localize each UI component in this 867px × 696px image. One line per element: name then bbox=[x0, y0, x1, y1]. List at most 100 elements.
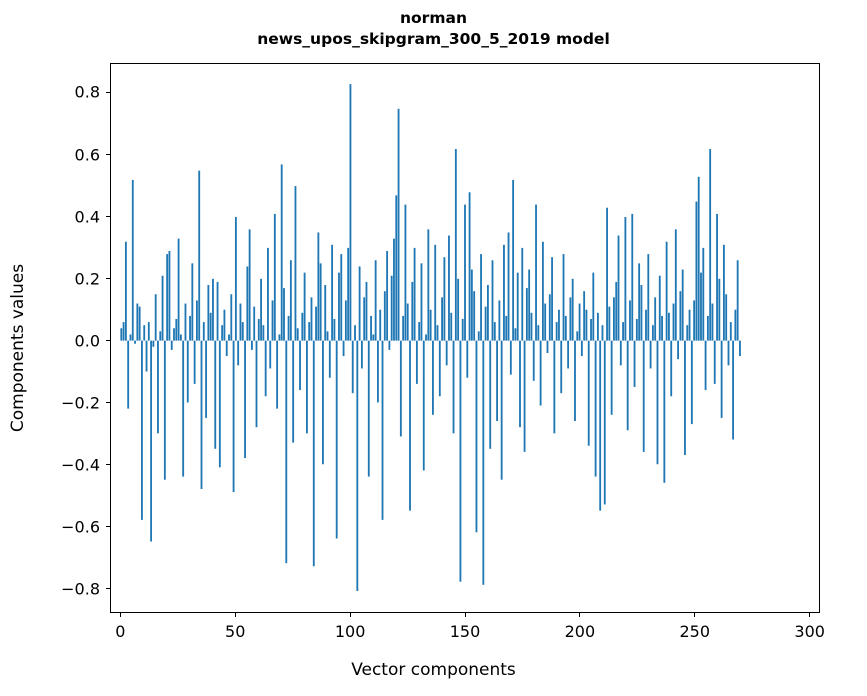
bar bbox=[503, 244, 505, 341]
bar bbox=[168, 250, 171, 341]
bar bbox=[716, 213, 718, 341]
bar bbox=[555, 322, 558, 341]
bar bbox=[138, 306, 141, 341]
bar bbox=[551, 257, 553, 341]
bar bbox=[599, 340, 602, 511]
bar bbox=[473, 291, 476, 341]
bar bbox=[608, 306, 611, 341]
bar bbox=[434, 244, 437, 341]
bar bbox=[617, 235, 620, 341]
bar bbox=[537, 325, 540, 341]
bar bbox=[152, 340, 155, 347]
bar-series-svg bbox=[120, 84, 741, 591]
bar bbox=[333, 318, 336, 341]
bar bbox=[539, 340, 542, 406]
bar bbox=[564, 315, 567, 341]
bar bbox=[546, 340, 549, 353]
bar bbox=[202, 322, 205, 341]
bar bbox=[163, 340, 166, 480]
bar bbox=[354, 325, 356, 341]
y-tick-label: 0.4 bbox=[74, 207, 100, 227]
bar bbox=[308, 322, 311, 341]
bar bbox=[415, 340, 418, 384]
bar bbox=[338, 272, 340, 341]
bar bbox=[367, 340, 370, 477]
bar bbox=[711, 303, 714, 341]
bar bbox=[587, 340, 590, 446]
bar bbox=[200, 340, 203, 489]
bar bbox=[507, 232, 510, 341]
bar bbox=[134, 340, 136, 344]
bar bbox=[287, 315, 290, 341]
bar bbox=[278, 334, 281, 341]
bar bbox=[727, 340, 730, 366]
bar bbox=[317, 232, 320, 341]
bar bbox=[322, 340, 324, 465]
bar bbox=[672, 303, 675, 341]
bar bbox=[386, 250, 389, 341]
bar bbox=[530, 312, 533, 341]
bar bbox=[241, 322, 244, 341]
bar bbox=[500, 340, 503, 480]
bar bbox=[239, 303, 242, 341]
bar bbox=[269, 340, 272, 369]
bar bbox=[610, 340, 613, 415]
bar bbox=[601, 325, 604, 341]
bar bbox=[519, 340, 521, 428]
bar bbox=[312, 340, 315, 567]
y-tick-label: 0.2 bbox=[74, 269, 100, 289]
bar bbox=[161, 275, 164, 341]
bar bbox=[262, 325, 265, 341]
bar bbox=[514, 328, 517, 341]
bar bbox=[170, 340, 173, 350]
bar bbox=[324, 284, 327, 341]
y-axis-label: Components values bbox=[8, 263, 28, 433]
bar bbox=[722, 244, 725, 341]
bar bbox=[647, 254, 650, 341]
bar bbox=[448, 235, 450, 341]
bar bbox=[567, 340, 570, 369]
bar bbox=[344, 300, 347, 341]
bar bbox=[264, 340, 267, 397]
bar bbox=[631, 213, 634, 341]
bar bbox=[521, 247, 524, 341]
bar bbox=[729, 322, 732, 341]
bar bbox=[464, 204, 466, 341]
bar bbox=[356, 340, 359, 591]
bar bbox=[124, 241, 127, 341]
bar bbox=[720, 340, 723, 418]
bar bbox=[319, 263, 322, 341]
bar bbox=[486, 284, 489, 341]
bar bbox=[596, 312, 599, 341]
bar bbox=[244, 340, 246, 459]
bar bbox=[441, 297, 444, 341]
y-tick-label: 0.0 bbox=[74, 331, 100, 351]
x-tick-mark bbox=[809, 613, 811, 617]
plot-axes bbox=[110, 63, 820, 613]
bar bbox=[706, 315, 709, 341]
bar bbox=[658, 275, 661, 341]
bar bbox=[480, 254, 482, 341]
bar bbox=[150, 340, 153, 542]
bar bbox=[452, 340, 455, 434]
bar bbox=[175, 318, 178, 341]
bar bbox=[663, 340, 666, 483]
bar bbox=[189, 315, 191, 341]
x-tick-label: 150 bbox=[449, 622, 481, 641]
bar bbox=[267, 247, 269, 341]
chart-title-line-2: news_upos_skipgram_300_5_2019 model bbox=[257, 30, 610, 48]
bar bbox=[638, 263, 641, 341]
bar bbox=[491, 260, 494, 341]
bar bbox=[349, 84, 352, 341]
bar bbox=[228, 334, 230, 341]
bar bbox=[289, 260, 292, 341]
bar bbox=[253, 306, 256, 341]
bar bbox=[475, 340, 478, 533]
bar bbox=[684, 340, 686, 455]
bar bbox=[393, 238, 395, 341]
bar bbox=[255, 340, 258, 428]
bar bbox=[613, 297, 615, 341]
bar bbox=[642, 340, 645, 452]
x-tick-label: 100 bbox=[334, 622, 366, 641]
bar bbox=[585, 309, 588, 341]
